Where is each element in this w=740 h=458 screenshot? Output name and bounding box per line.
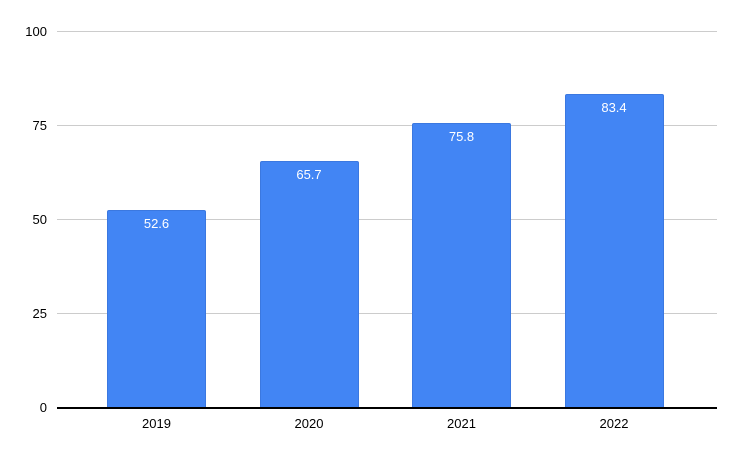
- x-axis-tick-label: 2020: [294, 416, 324, 431]
- x-axis-line: [57, 407, 717, 409]
- y-axis-tick-label: 25: [32, 305, 47, 321]
- y-axis-tick-label: 0: [39, 400, 47, 415]
- x-axis-tick-label: 2019: [142, 416, 171, 431]
- gridline-y-50: [57, 219, 717, 221]
- gridline-y-75: [57, 125, 717, 127]
- bar-2020[interactable]: [259, 160, 359, 408]
- bar-value-label: 83.4: [601, 100, 627, 116]
- bar-2019[interactable]: [107, 210, 206, 408]
- bar-2022[interactable]: [564, 94, 664, 408]
- bar-value-label: 52.6: [143, 216, 170, 232]
- gridline-y-25: [57, 313, 717, 315]
- x-axis-tick-label: 2021: [447, 416, 476, 431]
- y-axis-tick-label: 75: [32, 117, 47, 133]
- y-axis-tick-label: 50: [32, 211, 47, 227]
- bar-2021[interactable]: [412, 122, 511, 408]
- bar-value-label: 75.8: [448, 128, 475, 144]
- y-axis-tick-label: 100: [25, 23, 47, 39]
- gridline-y-100: [57, 31, 717, 33]
- x-axis-tick-label: 2022: [599, 416, 629, 431]
- bar-value-label: 65.7: [296, 166, 322, 182]
